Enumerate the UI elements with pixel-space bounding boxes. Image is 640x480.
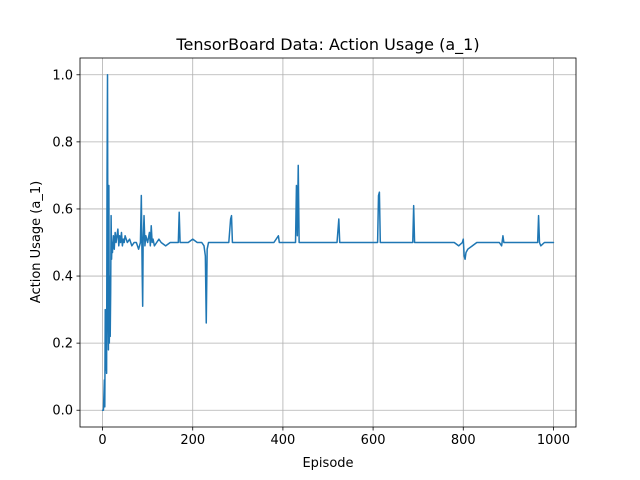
y-tick-label: 0.6 <box>52 202 73 217</box>
series-line-0 <box>101 74 555 411</box>
ticks: 0 200 400 600 800 1000 0.0 0.2 0.4 0.6 0.8 1.0 <box>52 68 570 448</box>
plot-frame <box>79 57 577 428</box>
y-tick-label: 0.8 <box>52 135 73 150</box>
y-tick-label: 1.0 <box>52 68 73 83</box>
y-tick-label: 0.0 <box>52 404 73 419</box>
y-tick-label: 0.2 <box>52 337 73 352</box>
x-tick-label: 400 <box>270 433 295 448</box>
y-axis-label: Action Usage (a_1) <box>29 181 44 303</box>
chart-title: TensorBoard Data: Action Usage (a_1) <box>175 35 479 55</box>
series-layer <box>101 74 555 411</box>
x-axis-label: Episode <box>302 456 353 471</box>
x-tick-label: 200 <box>180 433 205 448</box>
x-tick-label: 600 <box>361 433 386 448</box>
x-tick-label: 1000 <box>537 433 570 448</box>
x-tick-label: 800 <box>451 433 476 448</box>
x-tick-label: 0 <box>98 433 106 448</box>
y-tick-label: 0.4 <box>52 270 73 285</box>
